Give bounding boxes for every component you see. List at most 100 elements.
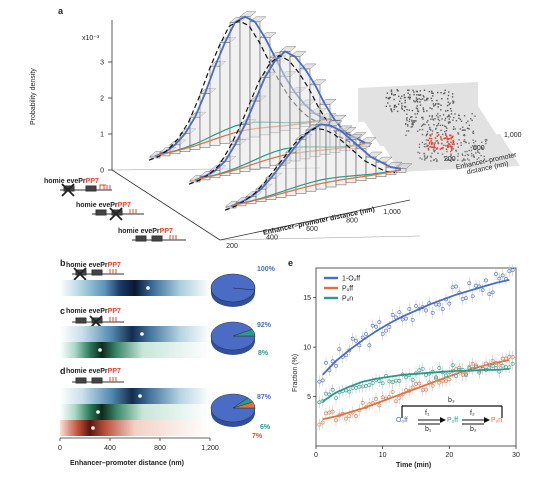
cloud-dot [426,97,429,100]
cloud-dot [463,129,465,131]
data-point [410,377,415,382]
cloud-dot [394,93,396,96]
cloud-dot [404,96,406,99]
data-point [490,290,495,295]
cloud-dot [455,120,458,122]
cloud-dot [453,126,455,128]
data-point [497,276,502,281]
cloud-dot-red [437,142,440,145]
cloud-dot [385,96,387,99]
cloud-dot [470,118,472,120]
cloud-dot [478,152,481,154]
data-point [420,366,425,371]
cloud-dot [415,107,418,109]
cloud-dot-red [452,135,454,138]
cloud-dot [449,102,451,105]
construct-a2: homie evePrPP7 [76,202,131,209]
cloud-dot-red [436,148,438,150]
data-point [317,379,322,384]
cloud-dot [415,120,417,122]
cloud-dot [464,154,466,157]
cloud-dot [406,117,408,119]
cloud-dot [485,140,487,143]
cloud-dot [461,154,464,156]
cloud-dot [437,141,439,144]
cloud-dot-red [442,147,444,149]
pie-b-pct-0: 100% [257,266,275,273]
panel-a-ytick-label: 3 [100,60,104,67]
data-point [337,347,342,351]
scheme-b2: b₂ [470,426,477,433]
cloud-dot [434,142,436,144]
data-point [430,310,435,315]
cloud-dot [474,148,477,150]
data-point [507,269,512,274]
data-point [380,381,385,386]
data-point [347,414,352,418]
cloud-dot-red [452,141,455,143]
cloud-dot [411,125,414,128]
construct-glyphs-a [60,183,186,242]
panel-a-ytick-label: 1 [100,132,104,139]
cloud-dot [430,146,433,148]
panel-e-ytick-label: 5 [307,394,311,401]
cloud-dot [419,94,422,96]
cloud-dot [435,140,437,142]
cloud-dot [407,92,409,94]
cloud-dot [457,159,459,161]
data-point [414,304,418,308]
cloud-dot [419,129,421,131]
fit-line [322,278,510,376]
panel-a-back-tick-0: 200 [444,156,456,163]
cloud-dot [467,154,470,156]
cloud-dot [451,148,453,150]
cloud-dot [450,160,452,162]
cloud-dot [435,128,437,130]
cloud-dot [421,116,423,119]
cloud-dot [409,116,412,118]
cloud-dot [415,97,418,99]
scheme-o: Oₒff [396,417,408,424]
cloud-dot [446,150,448,153]
cloud-dot [440,129,442,132]
cloud-dot [436,140,438,142]
data-point [474,364,478,369]
data-point [354,386,358,390]
cloud-dot [445,129,448,132]
cloud-dot-red [447,146,449,149]
cloud-dot [438,119,441,122]
cloud-dot [432,103,435,105]
cloud-dot [439,124,442,127]
cloud-dot-red [450,141,452,144]
scheme-pon: Pₒn [491,417,503,424]
cloud-dot [446,127,448,129]
cloud-dot [422,108,425,111]
cloud-dot [463,139,466,141]
cloud-dot [426,156,428,159]
cloud-dot [427,124,430,126]
cloud-dot [442,114,445,116]
cloud-dot [451,93,454,95]
cloud-dot-red [449,145,452,148]
point-cloud-dots [385,89,488,163]
cloud-dot [428,90,431,93]
cloud-dot [431,116,433,118]
cloud-dot [453,116,455,119]
cloud-dot [447,109,449,112]
cloud-dot [453,143,455,146]
cloud-dot [421,133,424,136]
data-point [434,375,438,380]
cloud-dot [462,126,464,128]
cloud-dot [417,151,419,154]
data-point [404,375,408,380]
cloud-dot [435,158,437,160]
cloud-dot-red [445,148,448,151]
panel-e-letter: e [288,258,294,268]
data-point [404,316,408,321]
cloud-dot [449,159,452,162]
cloud-dot-red [451,143,454,145]
cloud-dot [421,158,423,160]
construct-b: homie evePrPP7 [66,262,121,269]
cloud-dot [437,124,439,126]
